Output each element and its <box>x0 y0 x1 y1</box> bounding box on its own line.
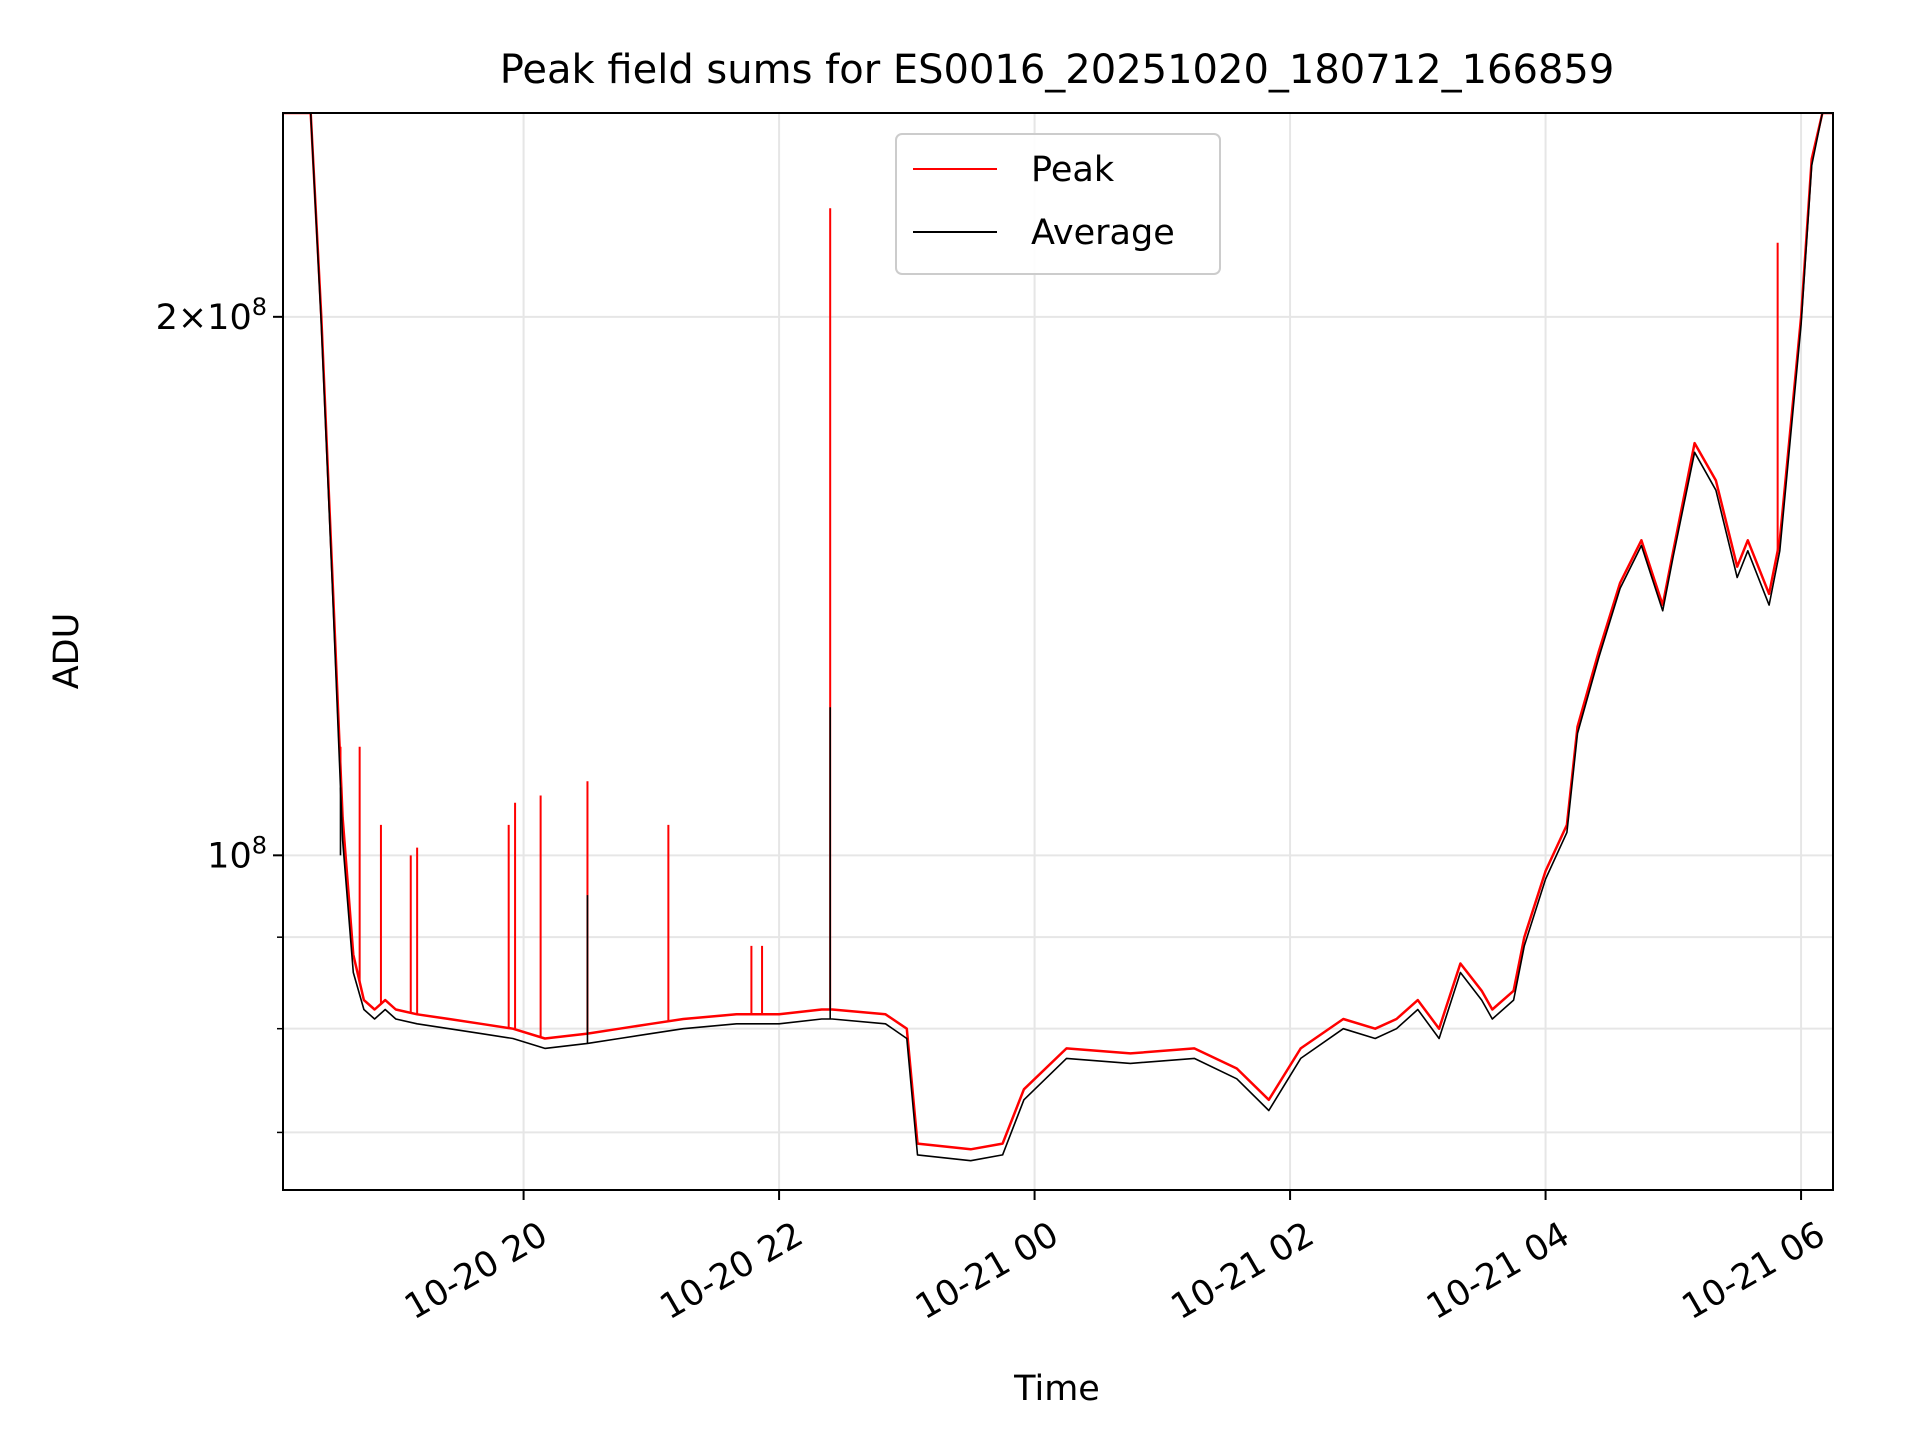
legend-peak-label: Peak <box>1031 150 1115 190</box>
y-axis-label: ADU <box>47 613 87 690</box>
plot-series-group <box>283 113 1833 1162</box>
series-lines <box>283 113 1833 1162</box>
x-axis-label: Time <box>1013 1369 1100 1409</box>
legend-average-label: Average <box>1031 213 1175 253</box>
legend: Peak Average <box>895 133 1221 275</box>
plot-frame <box>282 112 1834 1191</box>
y-tick-label: 2×108 <box>156 293 267 338</box>
series-line-peak <box>283 113 1833 1151</box>
y-tick-label: 108 <box>207 831 267 876</box>
series-line-average <box>283 113 1833 1162</box>
chart-title: Peak field sums for ES0016_20251020_1807… <box>500 47 1615 93</box>
grid-lines <box>283 113 1833 1190</box>
